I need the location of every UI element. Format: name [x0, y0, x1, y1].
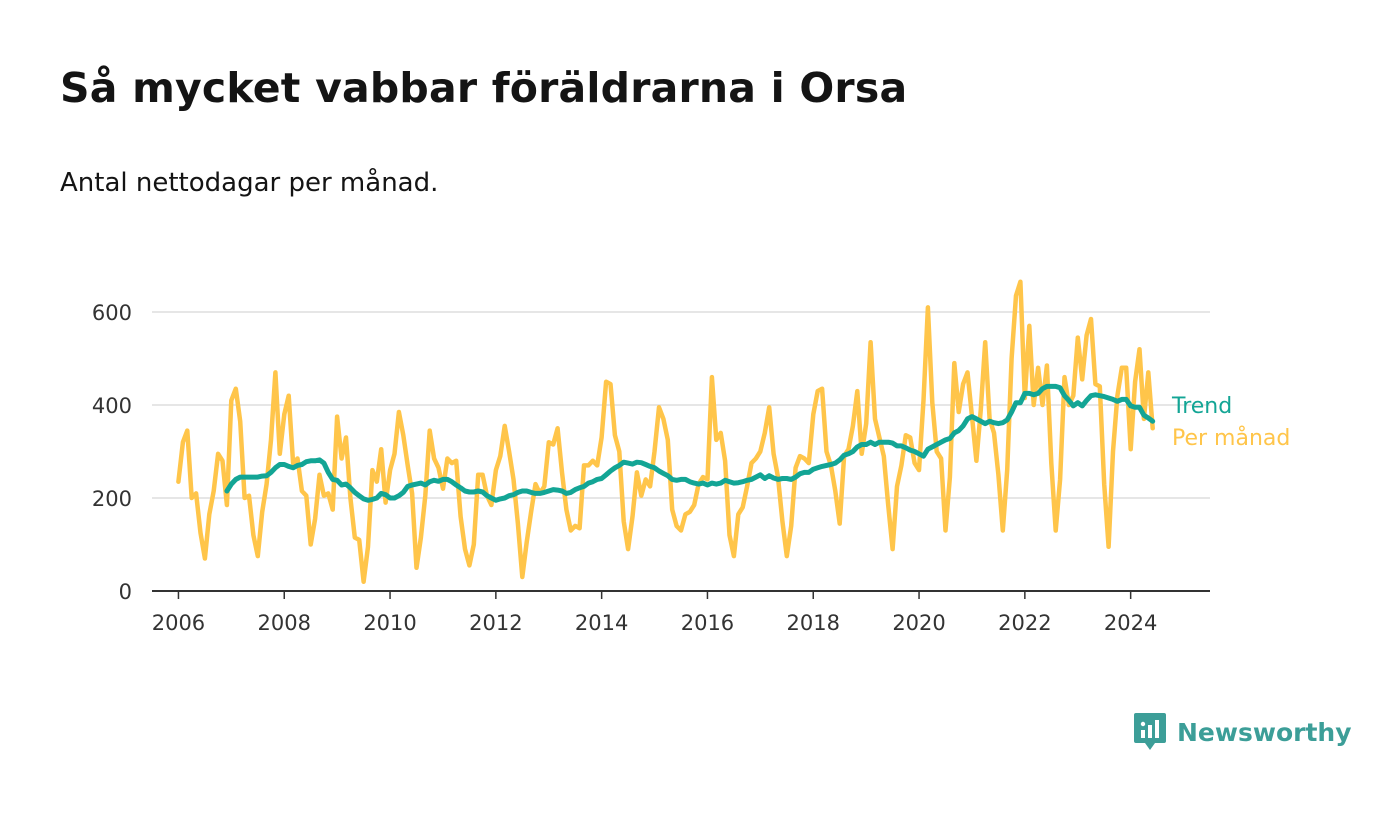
y-tick-label-0: 0	[119, 580, 132, 604]
x-tick-label-2016: 2016	[681, 611, 734, 635]
monthly-line	[176, 279, 1155, 584]
y-tick-label-400: 400	[92, 394, 132, 418]
newsworthy-logo[interactable]: Newsworthy	[1133, 712, 1352, 752]
chart-subtitle: Antal nettodagar per månad.	[60, 168, 439, 198]
x-tick-label-2008: 2008	[258, 611, 311, 635]
series-labels: Trend Per månad	[1171, 394, 1290, 451]
x-axis: 2006 2008 2010 2012 2014 2016 2018 2020 2022 2024	[152, 590, 1210, 635]
series-lines	[176, 279, 1156, 584]
x-tick-label-2010: 2010	[363, 611, 416, 635]
newsworthy-logo-icon	[1134, 713, 1166, 750]
x-tick-label-2018: 2018	[787, 611, 840, 635]
trend-line	[224, 383, 1156, 503]
x-tick-label-2006: 2006	[152, 611, 205, 635]
x-tick-label-2020: 2020	[892, 611, 945, 635]
series-label-trend: Trend	[1171, 394, 1232, 419]
x-tick-label-2024: 2024	[1104, 611, 1157, 635]
x-tick-label-2022: 2022	[998, 611, 1051, 635]
y-axis-ticks: 0 200 400 600	[92, 301, 132, 604]
x-tick-label-2012: 2012	[469, 611, 522, 635]
brand-name: Newsworthy	[1177, 717, 1352, 747]
series-label-per-manad: Per månad	[1172, 425, 1290, 451]
x-tick-label-2014: 2014	[575, 611, 628, 635]
y-tick-label-200: 200	[92, 487, 132, 511]
y-tick-label-600: 600	[92, 301, 132, 325]
chart-title: Så mycket vabbar föräldrarna i Orsa	[60, 64, 908, 112]
